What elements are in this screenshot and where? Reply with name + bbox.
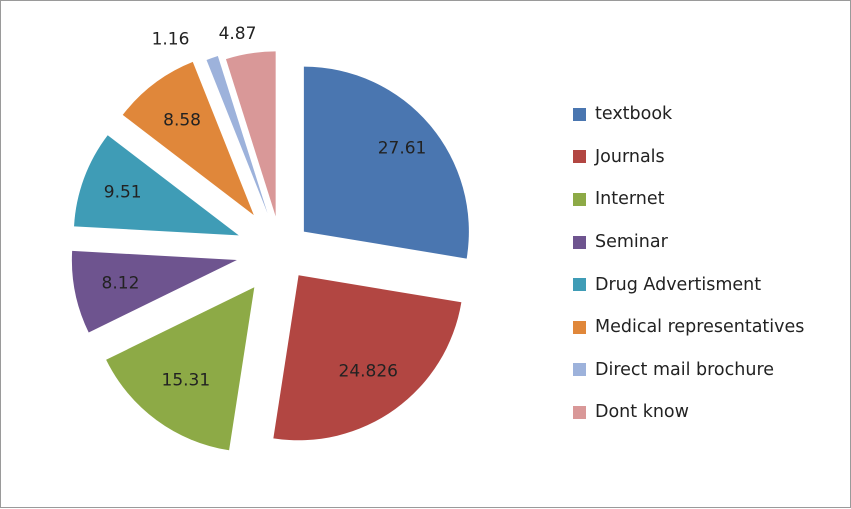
pie-slice-seminar bbox=[71, 250, 237, 333]
legend-swatch bbox=[573, 363, 586, 377]
legend-swatch bbox=[573, 235, 586, 249]
pie-slice-dont-know bbox=[225, 51, 276, 217]
legend-item-dont-know: Dont know bbox=[573, 391, 804, 434]
legend-label: Journals bbox=[595, 146, 665, 167]
legend-item-seminar: Seminar bbox=[573, 221, 804, 264]
data-label-medical-representatives: 8.58 bbox=[163, 110, 201, 130]
pie-slice-journals bbox=[273, 275, 462, 441]
legend-swatch bbox=[573, 150, 586, 164]
legend-swatch bbox=[573, 107, 586, 121]
data-label-direct-mail-brochure: 1.16 bbox=[152, 29, 190, 49]
pie-slice-direct-mail-brochure bbox=[206, 55, 268, 214]
pie-slice-internet bbox=[106, 287, 255, 451]
pie-slice-medical-representatives bbox=[122, 61, 254, 216]
legend-swatch bbox=[573, 192, 586, 206]
legend-item-medical-representatives: Medical representatives bbox=[573, 306, 804, 349]
legend-label: Direct mail brochure bbox=[595, 359, 775, 380]
legend-item-drug-advertisment: Drug Advertisment bbox=[573, 263, 804, 306]
legend-label: Dont know bbox=[595, 402, 689, 423]
pie-slice-textbook bbox=[303, 66, 469, 259]
legend-item-internet: Internet bbox=[573, 178, 804, 221]
legend-item-textbook: textbook bbox=[573, 93, 804, 136]
legend-item-direct-mail-brochure: Direct mail brochure bbox=[573, 349, 804, 392]
legend-label: Drug Advertisment bbox=[595, 274, 762, 295]
legend-swatch bbox=[573, 278, 586, 292]
data-label-internet: 15.31 bbox=[162, 370, 211, 390]
data-label-journals: 24.826 bbox=[339, 362, 398, 382]
data-label-seminar: 8.12 bbox=[102, 274, 140, 294]
legend-label: Medical representatives bbox=[595, 317, 805, 338]
legend-label: Seminar bbox=[595, 232, 668, 253]
data-label-dont-know: 4.87 bbox=[219, 24, 257, 44]
chart-legend: textbook Journals Internet Seminar Drug Adve… bbox=[573, 93, 804, 434]
legend-label: textbook bbox=[595, 104, 673, 125]
pie-slice-drug-advertisment bbox=[74, 135, 239, 236]
legend-swatch bbox=[573, 405, 586, 419]
legend-swatch bbox=[573, 320, 586, 334]
data-label-textbook: 27.61 bbox=[378, 138, 427, 158]
legend-item-journals: Journals bbox=[573, 136, 804, 179]
data-label-drug-advertisment: 9.51 bbox=[104, 183, 142, 203]
legend-label: Internet bbox=[595, 189, 665, 210]
